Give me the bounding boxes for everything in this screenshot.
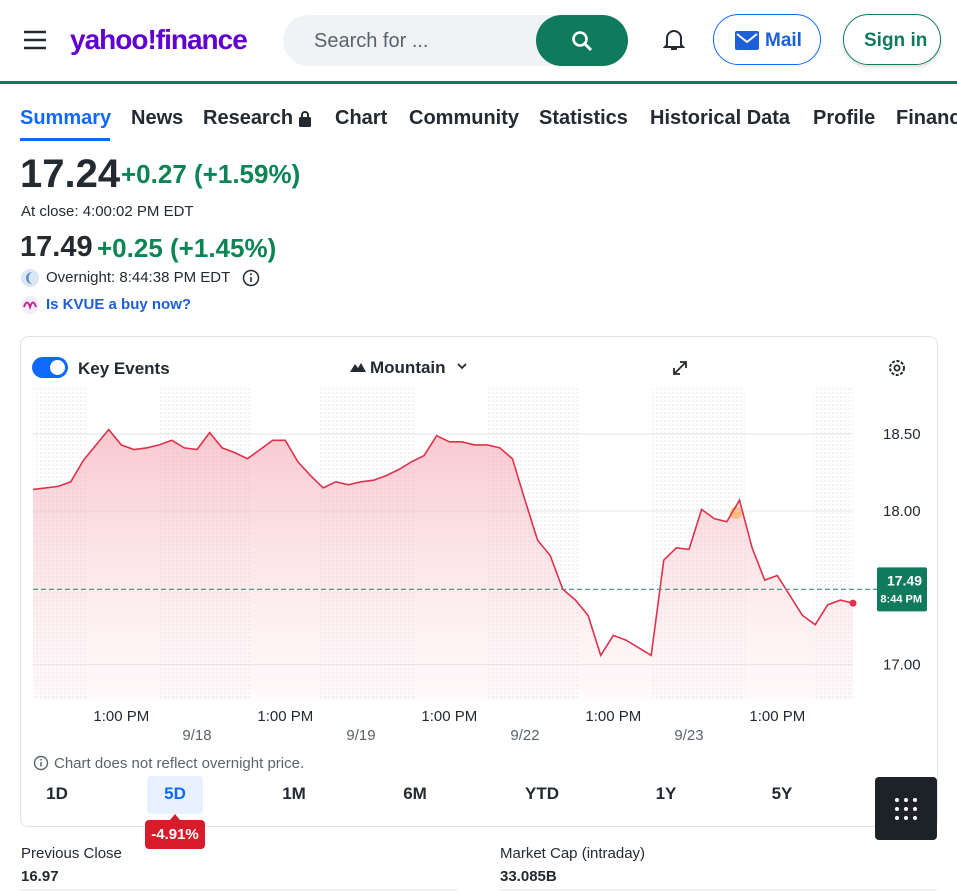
settings-icon[interactable]: [887, 358, 907, 378]
info-icon: [33, 755, 49, 771]
price-change: +0.27 (+1.59%): [121, 159, 301, 189]
y-tick-label: 17.00: [883, 657, 921, 674]
overnight-badge-value: 17.49: [887, 572, 922, 588]
nav-tab[interactable]: News: [131, 107, 184, 129]
x-tick-label: 1:00 PM: [421, 708, 477, 725]
buy-link[interactable]: Is KVUE a buy now?: [46, 296, 192, 313]
x-date-label: 9/22: [510, 727, 539, 744]
overnight-badge: [877, 567, 927, 612]
x-tick-label: 1:00 PM: [93, 708, 149, 725]
search-icon: [572, 31, 593, 52]
logo[interactable]: yahoo!finance: [70, 24, 248, 55]
y-tick-label: 18.50: [883, 426, 921, 443]
nav-tab[interactable]: Research: [203, 107, 294, 129]
overnight-time: Overnight: 8:44:38 PM EDT: [46, 269, 231, 286]
overnight-price: 17.49: [20, 231, 93, 263]
mail-label: Mail: [765, 30, 802, 51]
stat-value: 33.085B: [500, 868, 557, 885]
apps-icon: [895, 798, 917, 820]
range-button[interactable]: 1M: [282, 784, 306, 803]
range-change: -4.91%: [151, 826, 199, 843]
overnight-badge-time: 8:44 PM: [880, 593, 922, 605]
x-date-label: 9/18: [182, 727, 211, 744]
badge-pointer: [170, 814, 180, 820]
x-date-label: 9/19: [346, 727, 375, 744]
bell-icon[interactable]: [663, 28, 685, 52]
selected-range-bg: [147, 776, 203, 814]
menu-icon[interactable]: [22, 28, 48, 52]
range-button[interactable]: YTD: [525, 784, 559, 803]
nav-underline: [20, 138, 110, 141]
key-events-label: Key Events: [78, 359, 170, 378]
x-tick-label: 1:00 PM: [257, 708, 313, 725]
nav-tab[interactable]: Summary: [20, 107, 112, 129]
range-button[interactable]: 1D: [46, 784, 68, 803]
nav-tab[interactable]: Community: [409, 107, 519, 129]
range-button[interactable]: 6M: [403, 784, 427, 803]
overnight-change: +0.25 (+1.45%): [97, 233, 277, 263]
range-button[interactable]: 5Y: [771, 784, 793, 803]
mail-icon: [735, 31, 759, 50]
stat-label: Previous Close: [21, 845, 122, 862]
last-point: [849, 599, 857, 607]
range-button[interactable]: 5D: [164, 784, 186, 803]
toggle[interactable]: [32, 357, 68, 378]
expand-icon[interactable]: [671, 359, 689, 377]
moon-icon: [21, 269, 39, 287]
range-change-badge: [145, 820, 205, 849]
nav-tab[interactable]: Profile: [813, 107, 876, 129]
sign-in-label: Sign in: [864, 30, 928, 51]
mountain-icon: [350, 363, 366, 372]
lock-icon: [299, 111, 311, 127]
x-tick-label: 1:00 PM: [749, 708, 805, 725]
header-border: [0, 81, 957, 84]
chart-type[interactable]: Mountain: [370, 358, 446, 377]
stat-label: Market Cap (intraday): [500, 845, 646, 862]
close-time: At close: 4:00:02 PM EDT: [21, 203, 194, 220]
range-button[interactable]: 1Y: [655, 784, 677, 803]
price: 17.24: [20, 152, 121, 196]
price-line: [32, 428, 854, 658]
x-date-label: 9/23: [674, 727, 703, 744]
mail-button[interactable]: [713, 14, 821, 65]
search-placeholder: Search for ...: [314, 30, 429, 52]
nav-tab[interactable]: Statistics: [539, 107, 628, 129]
ai-icon: [21, 296, 39, 314]
nav-tab[interactable]: Historical Data: [650, 107, 791, 129]
area: [33, 429, 853, 700]
search-button[interactable]: [536, 15, 628, 66]
x-tick-label: 1:00 PM: [585, 708, 641, 725]
chevron: [457, 363, 467, 370]
nav-tab[interactable]: Financials: [896, 107, 957, 129]
sign-in-button[interactable]: [843, 14, 941, 65]
chart-note: Chart does not reflect overnight price.: [54, 755, 305, 772]
y-tick-label: 18.00: [883, 503, 921, 520]
nav-tab[interactable]: Chart: [335, 107, 388, 129]
info-icon[interactable]: [242, 269, 260, 287]
stat-value: 16.97: [21, 868, 59, 885]
